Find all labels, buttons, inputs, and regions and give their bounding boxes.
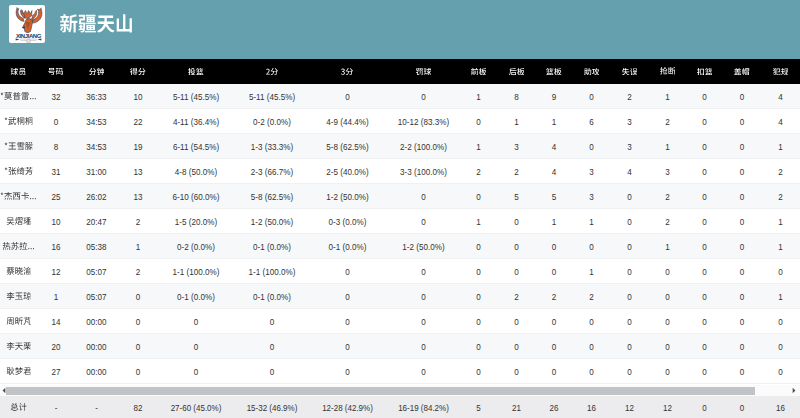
svg-text:XINJIANG: XINJIANG bbox=[16, 33, 42, 39]
